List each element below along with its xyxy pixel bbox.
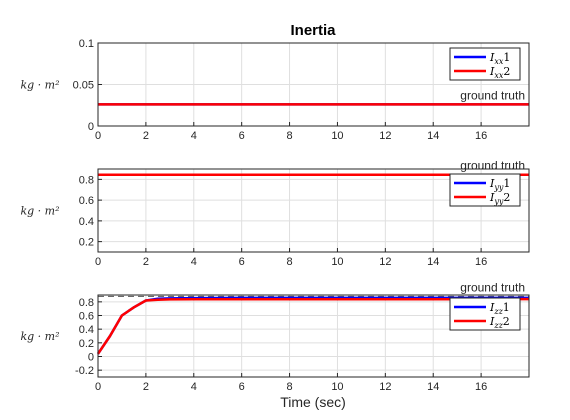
y-axis-label: kg · m² bbox=[20, 205, 59, 218]
x-tick-label: 8 bbox=[286, 130, 292, 142]
legend-entry: Iyy2 bbox=[489, 191, 510, 206]
y-tick-label: 0 bbox=[88, 121, 94, 133]
y-tick-label: 0.8 bbox=[79, 297, 94, 309]
x-tick-label: 2 bbox=[143, 130, 149, 142]
legend-entry: Izz2 bbox=[489, 315, 510, 330]
y-axis-label: kg · m² bbox=[20, 330, 59, 343]
x-tick-label: 4 bbox=[191, 256, 197, 268]
y-tick-label: 0.4 bbox=[79, 216, 94, 228]
x-tick-label: 12 bbox=[379, 256, 391, 268]
x-tick-label: 6 bbox=[239, 130, 245, 142]
x-tick-label: 0 bbox=[95, 130, 101, 142]
x-tick-label: 12 bbox=[379, 130, 391, 142]
ground-truth-label: ground truth bbox=[460, 159, 525, 173]
x-tick-label: 4 bbox=[191, 130, 197, 142]
legend-entry: Ixx1 bbox=[489, 51, 510, 66]
legend-box bbox=[449, 297, 521, 331]
x-tick-label: 16 bbox=[475, 381, 487, 393]
y-tick-label: 0.2 bbox=[79, 338, 94, 350]
legend-entry: Izz1 bbox=[489, 301, 510, 316]
x-axis-label: Time (sec) bbox=[280, 394, 346, 410]
axes-box bbox=[97, 294, 530, 378]
x-tick-label: 6 bbox=[239, 381, 245, 393]
x-tick-label: 14 bbox=[427, 256, 439, 268]
legend-box bbox=[449, 173, 521, 207]
y-tick-label: -0.2 bbox=[75, 365, 94, 377]
x-tick-label: 6 bbox=[239, 256, 245, 268]
x-tick-label: 16 bbox=[475, 256, 487, 268]
x-tick-label: 2 bbox=[143, 381, 149, 393]
y-tick-label: 0.2 bbox=[79, 237, 94, 249]
x-tick-label: 12 bbox=[379, 381, 391, 393]
y-tick-label: 0.6 bbox=[79, 311, 94, 323]
y-tick-label: 0 bbox=[88, 352, 94, 364]
legend-box bbox=[449, 47, 521, 81]
x-tick-label: 10 bbox=[331, 256, 343, 268]
series-line-i-zz2 bbox=[96, 297, 530, 355]
y-tick-label: 0.4 bbox=[79, 324, 94, 336]
x-tick-label: 4 bbox=[191, 381, 197, 393]
x-tick-label: 14 bbox=[427, 130, 439, 142]
ground-truth-label: ground truth bbox=[460, 280, 525, 294]
figure-title: Inertia bbox=[290, 22, 336, 39]
x-tick-label: 8 bbox=[286, 256, 292, 268]
subplots: ground truth 0 2 4 6 8 10 12 14 16 0 0.05 0.1 kg · m²… bbox=[20, 38, 530, 393]
x-tick-label: 10 bbox=[331, 130, 343, 142]
subplot-iyy: ground truth 0 2 4 6 8 10 12 14 16 0.2 0.4 0.6 0.8 kg … bbox=[20, 159, 530, 268]
x-tick-label: 10 bbox=[331, 381, 343, 393]
legend-entry: Ixx2 bbox=[489, 65, 510, 80]
y-tick-label: 0.6 bbox=[79, 195, 94, 207]
y-tick-label: 0.1 bbox=[79, 38, 94, 50]
x-tick-label: 0 bbox=[95, 256, 101, 268]
axes-box bbox=[97, 168, 530, 253]
x-tick-label: 2 bbox=[143, 256, 149, 268]
subplot-izz: ground truth 0 2 4 6 8 10 12 14 16 -0.20 0.2 0.40.6 0… bbox=[20, 280, 530, 393]
y-tick-label: 0.8 bbox=[79, 174, 94, 186]
subplot-ixx: ground truth 0 2 4 6 8 10 12 14 16 0 0.05 0.1 kg · m²… bbox=[20, 38, 530, 142]
y-axis-label: kg · m² bbox=[20, 79, 59, 92]
y-tick-label: 0.05 bbox=[73, 80, 94, 92]
legend-entry: Iyy1 bbox=[489, 177, 510, 192]
x-tick-label: 14 bbox=[427, 381, 439, 393]
ground-truth-label: ground truth bbox=[460, 88, 525, 102]
x-tick-label: 16 bbox=[475, 130, 487, 142]
x-tick-label: 8 bbox=[286, 381, 292, 393]
x-tick-label: 0 bbox=[95, 381, 101, 393]
